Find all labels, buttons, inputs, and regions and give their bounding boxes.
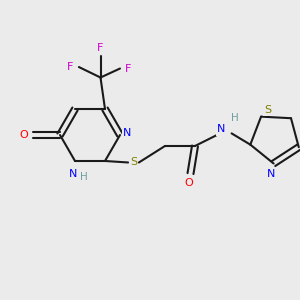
Text: F: F <box>97 43 104 52</box>
Text: N: N <box>69 169 78 178</box>
Text: O: O <box>19 130 28 140</box>
Text: N: N <box>123 128 132 139</box>
Text: F: F <box>125 64 132 74</box>
Text: F: F <box>67 62 74 72</box>
Text: S: S <box>264 105 271 115</box>
Text: O: O <box>184 178 194 188</box>
Text: N: N <box>217 124 226 134</box>
Text: N: N <box>266 169 275 179</box>
Text: S: S <box>130 158 137 167</box>
Text: H: H <box>80 172 87 182</box>
Text: H: H <box>231 113 239 123</box>
